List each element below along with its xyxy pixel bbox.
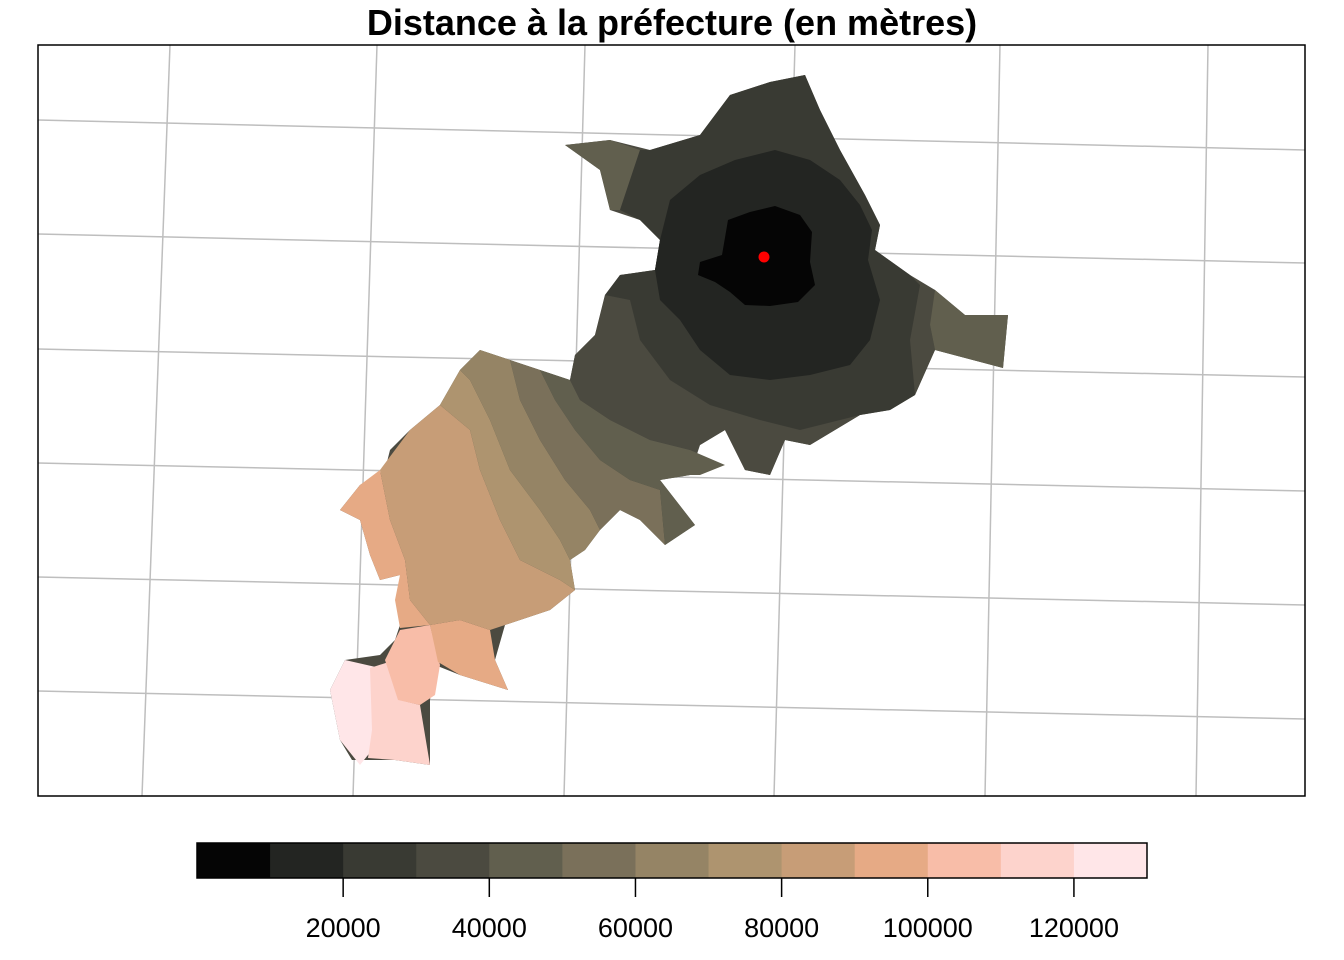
zone-110k [385,625,440,705]
prefecture-marker [758,251,770,263]
graticule-v [141,45,171,796]
zone-100k [340,470,508,690]
zone-50k-sw [540,370,725,545]
map-title: Distance à la préfecture (en mètres) [366,2,978,43]
graticule-v [1195,45,1209,796]
legend-tick-label: 80000 [744,913,819,943]
legend-swatch [781,843,856,878]
legend-tick-label: 20000 [306,913,381,943]
legend-swatch [708,843,783,878]
distance-zones [330,75,1008,765]
legend-tick-label: 120000 [1029,913,1119,943]
graticule-h [38,690,1305,720]
map-frame [37,44,1306,797]
legend-swatch [854,843,929,878]
graticule-h [38,119,1305,151]
legend-tick-label: 60000 [598,913,673,943]
zone-60k [480,350,665,545]
legend-tick-label: 40000 [452,913,527,943]
zone-90k [380,405,575,630]
legend-swatch [562,843,636,878]
legend-swatch [1000,843,1075,878]
legend: 20000 40000 60000 80000 100000 120000 [196,842,1148,943]
legend-swatch [489,843,563,878]
zone-70k [460,350,600,560]
zone-40k [570,285,935,475]
legend-border [196,842,1148,879]
graticule-h [38,576,1305,606]
legend-swatch [635,843,710,878]
zone-80k [440,370,575,590]
zone-50k-nw [565,140,640,210]
legend-swatch [197,843,271,878]
legend-swatch [1073,843,1148,878]
zone-120k [368,660,430,765]
legend-swatch [270,843,344,878]
zone-50k-e [920,285,1008,368]
graticule-v [984,45,1001,796]
legend-swatch [416,843,490,878]
zone-10k [698,206,815,306]
legend-tick-label: 100000 [883,913,973,943]
legend-swatch [343,843,417,878]
legend-swatch [927,843,1002,878]
